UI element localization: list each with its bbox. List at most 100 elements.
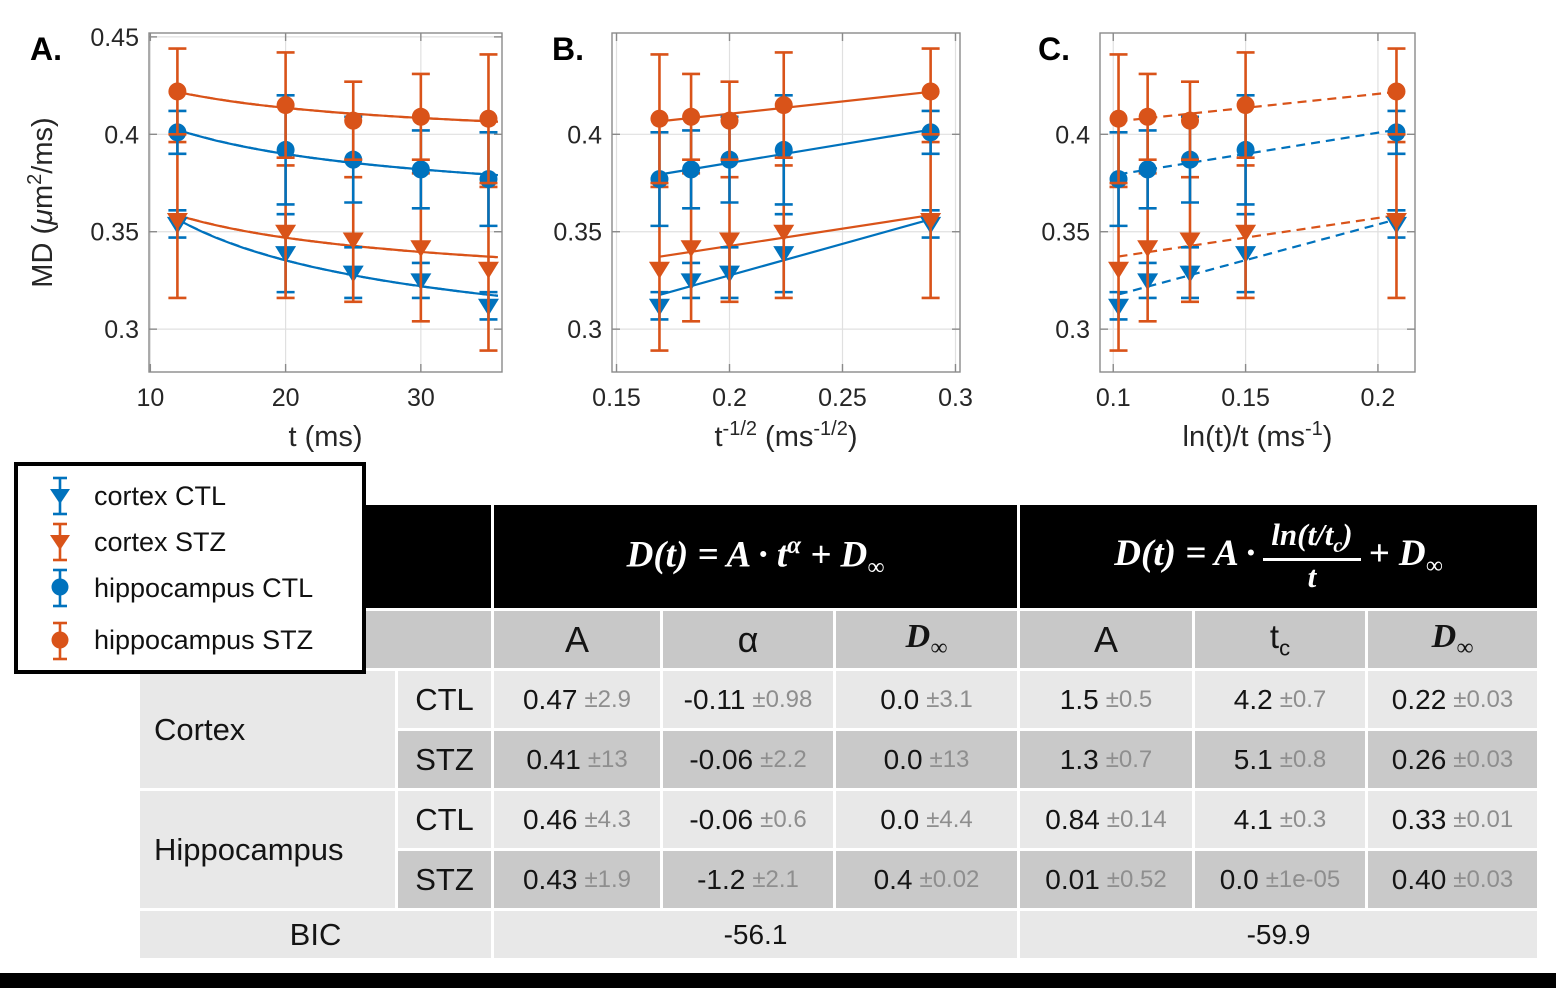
marker-circle — [168, 82, 187, 101]
marker-circle — [276, 96, 295, 115]
value: 0.46 — [522, 803, 578, 835]
marker-circle — [921, 82, 940, 101]
circle-errorbar-icon — [51, 568, 69, 608]
panel-letter: B. — [552, 31, 584, 67]
y-tick-label: 0.4 — [1055, 121, 1090, 149]
legend-label: hippocampus STZ — [94, 625, 314, 655]
marker-circle — [682, 107, 701, 126]
axes-box — [148, 32, 503, 373]
x-axis-label: ln(t)/t (ms-1) — [1183, 418, 1333, 453]
y-tick-label: 0.3 — [104, 316, 139, 344]
marker-triangle — [648, 261, 670, 279]
marker-circle — [1138, 107, 1157, 126]
value: 0.33 — [1391, 803, 1447, 835]
fit-line-solid — [659, 90, 931, 123]
y-tick-label: 0.3 — [1055, 316, 1090, 344]
value: 0.0 — [880, 683, 920, 715]
marker-circle — [411, 160, 430, 179]
marker-circle — [344, 111, 363, 130]
table-value-cell: 1.5 ±0.5 — [1020, 671, 1192, 728]
fit-line-solid — [659, 214, 931, 258]
series-cortex-CTL — [166, 208, 499, 321]
uncertainty: ±2.2 — [760, 745, 807, 773]
value: 0.01 — [1045, 863, 1100, 895]
y-tick-label: 0.4 — [567, 121, 602, 149]
value: 0.0 — [883, 743, 923, 775]
uncertainty: ±0.5 — [1105, 685, 1153, 713]
col-header-A-log: A — [1020, 611, 1192, 668]
col-header-A-power: A — [494, 611, 660, 668]
marker-triangle — [477, 261, 499, 279]
col-header-Dinf-log: D∞ — [1368, 611, 1537, 668]
value: 5.1 — [1233, 743, 1273, 775]
uncertainty: ±0.03 — [1453, 745, 1514, 773]
uncertainty: ±4.3 — [584, 805, 632, 833]
legend-item-cortex-CTL: cortex CTL — [18, 473, 362, 519]
uncertainty: ±0.98 — [752, 685, 813, 713]
bic-row-label: BIC — [140, 911, 491, 958]
fit-parameter-table: D(t) = A · tα + D∞ D(t) = A · ln(t/tc) t + … — [140, 505, 1537, 958]
y-tick-label: 0.4 — [104, 121, 139, 149]
marker-triangle — [342, 232, 364, 250]
legend-label: cortex CTL — [94, 480, 227, 511]
marker-triangle — [1179, 232, 1201, 250]
marker-triangle — [410, 240, 432, 258]
fit-line-dashed — [1118, 90, 1397, 123]
table-value-cell: 0.01 ±0.52 — [1020, 851, 1192, 908]
marker-circle — [1109, 109, 1128, 128]
fit-line-solid — [175, 217, 499, 297]
value: 1.5 — [1059, 683, 1099, 715]
legend-item-hippocampus-STZ: hippocampus STZ — [18, 611, 362, 670]
col-header-alpha: α — [663, 611, 833, 668]
uncertainty: ±4.4 — [926, 805, 973, 833]
table-value-cell: 0.47 ±2.9 — [494, 671, 660, 728]
value: 0.40 — [1391, 863, 1447, 895]
marker-triangle — [773, 224, 795, 242]
marker-circle — [411, 107, 430, 126]
uncertainty: ±0.6 — [760, 805, 807, 833]
group-row-label: STZ — [398, 731, 491, 788]
value: 0.26 — [1391, 743, 1447, 775]
marker-triangle — [680, 240, 702, 258]
uncertainty: ±2.1 — [752, 865, 799, 893]
bic-value-power: -56.1 — [494, 911, 1017, 958]
x-tick-label: 20 — [272, 384, 300, 412]
fit-line-dashed — [175, 90, 498, 123]
table-value-cell: 0.4 ±0.02 — [836, 851, 1017, 908]
y-axis-label: MD (μm2/ms) — [24, 117, 59, 287]
fit-line-dashed — [1118, 214, 1397, 258]
fit-line-solid — [175, 128, 498, 177]
table-value-cell: -0.06 ±2.2 — [663, 731, 833, 788]
y-tick-label: 0.35 — [90, 219, 139, 247]
group-row-label: CTL — [398, 671, 491, 728]
plots-svg: 10 20 30 0.3 0.35 0.4 0.45 t (ms) MD (μm2/ms) A. 0… — [24, 24, 1416, 453]
fit-line-solid — [175, 213, 498, 259]
x-tick-label: 0.15 — [1221, 384, 1270, 412]
legend-label: cortex STZ — [94, 526, 227, 557]
region-label-hippocampus: Hippocampus — [140, 791, 395, 908]
panel-letter: C. — [1038, 31, 1070, 67]
fit-line-dashed — [175, 128, 498, 177]
series-hippocampus-STZ — [1109, 47, 1406, 185]
marker-circle — [1236, 96, 1255, 115]
fit-line-dashed — [175, 213, 498, 259]
equation-log: D(t) = A · ln(t/tc) t + D∞ — [1114, 517, 1443, 595]
group-row-label: STZ — [398, 851, 491, 908]
uncertainty: ±0.7 — [1105, 745, 1153, 773]
uncertainty: ±0.03 — [1453, 865, 1514, 893]
table-value-cell: 4.1 ±0.3 — [1195, 791, 1365, 848]
y-tick-label: 0.3 — [567, 316, 602, 344]
value: 0.41 — [526, 743, 581, 775]
marker-circle — [1181, 111, 1199, 130]
triangle-errorbar-icon — [50, 522, 70, 562]
uncertainty: ±0.52 — [1106, 865, 1167, 893]
uncertainty: ±13 — [587, 745, 628, 773]
value: -1.2 — [697, 863, 746, 895]
x-tick-label: 0.2 — [1361, 384, 1396, 412]
value: 4.2 — [1233, 683, 1273, 715]
y-tick-label: 0.35 — [553, 219, 602, 247]
table-value-cell: 0.84 ±0.14 — [1020, 791, 1192, 848]
fit-line-solid — [175, 90, 498, 123]
value: -0.06 — [689, 803, 754, 835]
